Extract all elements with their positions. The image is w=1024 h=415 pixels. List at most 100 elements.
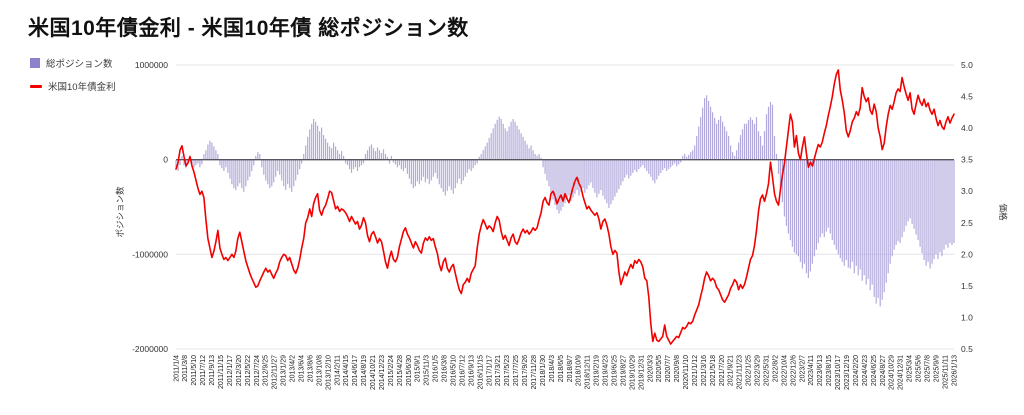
x-axis-tick: 2025/5/6 bbox=[915, 355, 922, 382]
x-axis-tick: 2014/2/11 bbox=[334, 355, 341, 386]
x-axis-tick: 2020/9/8 bbox=[674, 355, 681, 382]
x-axis-tick: 2014/8/19 bbox=[361, 355, 368, 386]
x-axis-tick: 2013/8/6 bbox=[307, 355, 314, 382]
x-axis-tick: 2023/12/19 bbox=[844, 355, 851, 390]
x-axis-tick: 2021/5/18 bbox=[710, 355, 717, 386]
right-axis-tick: 5.0 bbox=[961, 60, 973, 70]
legend-item-positions[interactable]: 総ポジション数 bbox=[30, 56, 116, 70]
x-axis-tick: 2018/10/9 bbox=[576, 355, 583, 386]
x-axis-tick: 2022/3/29 bbox=[755, 355, 762, 386]
x-axis-tick: 2019/4/23 bbox=[602, 355, 609, 386]
x-axis-tick: 2025/7/8 bbox=[924, 355, 931, 382]
line-series bbox=[175, 69, 955, 345]
x-axis-tick: 2024/10/29 bbox=[889, 355, 896, 390]
x-axis-tick: 2019/8/27 bbox=[620, 355, 627, 386]
x-axis-tick: 2025/9/9 bbox=[933, 355, 940, 382]
x-axis-tick: 2023/2/7 bbox=[799, 355, 806, 382]
right-axis-tick: 1.5 bbox=[961, 281, 973, 291]
x-axis-tick: 2022/5/31 bbox=[763, 355, 770, 386]
x-axis-tick: 2025/11/11 bbox=[942, 355, 949, 389]
right-axis-tick: 4.5 bbox=[961, 92, 973, 102]
right-axis-tick: 1.0 bbox=[961, 312, 973, 322]
left-axis-tick: -1000000 bbox=[132, 249, 168, 259]
x-axis-tick: 2015/11/3 bbox=[424, 355, 431, 386]
x-axis-tick: 2016/5/10 bbox=[450, 355, 457, 386]
x-axis-tick: 2016/11/15 bbox=[477, 355, 484, 390]
right-axis-tick: 4.0 bbox=[961, 123, 973, 133]
legend-label-positions: 総ポジション数 bbox=[46, 59, 113, 70]
x-axis-tick: 2013/6/4 bbox=[298, 355, 305, 382]
x-axis-tick: 2019/10/29 bbox=[629, 355, 636, 390]
x-axis-tick: 2013/4/2 bbox=[290, 355, 297, 382]
x-axis-tick: 2012/7/24 bbox=[254, 355, 261, 386]
legend-item-yield[interactable]: 米国10年債金利 bbox=[30, 79, 116, 93]
x-axis-tick: 2011/11/15 bbox=[218, 355, 225, 389]
x-axis-tick: 2017/3/21 bbox=[495, 355, 502, 386]
right-axis-tick: 3.0 bbox=[961, 186, 973, 196]
x-axis-tick: 2013/1/29 bbox=[281, 355, 288, 386]
x-axis-tick: 2016/7/12 bbox=[459, 355, 466, 386]
x-axis-tick: 2016/3/8 bbox=[442, 355, 449, 382]
x-axis-tick: 2024/4/23 bbox=[862, 355, 869, 386]
x-axis-tick: 2024/2/20 bbox=[853, 355, 860, 386]
x-axis-tick: 2023/8/15 bbox=[826, 355, 833, 386]
x-axis-tick: 2023/4/11 bbox=[808, 355, 815, 386]
x-axis-tick: 2011/7/12 bbox=[200, 355, 207, 386]
x-axis-tick: 2014/12/23 bbox=[379, 355, 386, 390]
x-axis-tick: 2020/7/7 bbox=[665, 355, 672, 382]
x-axis-tick: 2011/9/13 bbox=[209, 355, 216, 386]
bar-series bbox=[175, 95, 955, 307]
x-axis-tick: 2022/10/4 bbox=[781, 355, 788, 386]
x-axis-tick: 2015/9/1 bbox=[415, 355, 422, 382]
x-axis-tick: 2017/1/17 bbox=[486, 355, 493, 386]
right-axis-tick: 2.5 bbox=[961, 218, 973, 228]
x-axis-tick: 2020/5/5 bbox=[656, 355, 663, 382]
x-axis-tick: 2023/10/17 bbox=[835, 355, 842, 390]
x-axis-tick: 2023/6/13 bbox=[817, 355, 824, 386]
x-axis-tick: 2021/3/16 bbox=[701, 355, 708, 386]
x-axis-tick: 2017/11/28 bbox=[531, 355, 538, 390]
x-axis-tick: 2024/6/25 bbox=[871, 355, 878, 386]
left-axis-tick: 1000000 bbox=[135, 60, 168, 70]
x-axis-tick: 2013/10/8 bbox=[316, 355, 323, 386]
x-axis-tick: 2017/5/23 bbox=[504, 355, 511, 386]
x-axis-tick: 2018/1/30 bbox=[540, 355, 547, 386]
x-axis-tick: 2014/6/17 bbox=[352, 355, 359, 386]
x-axis-tick: 2022/12/6 bbox=[790, 355, 797, 386]
right-axis-tick: 3.5 bbox=[961, 155, 973, 165]
x-axis-tick: 2020/3/3 bbox=[647, 355, 654, 382]
x-axis-tick: 2021/7/20 bbox=[719, 355, 726, 386]
x-axis-tick: 2018/6/5 bbox=[558, 355, 565, 382]
x-axis-tick: 2017/9/26 bbox=[522, 355, 529, 386]
x-axis-tick: 2021/11/23 bbox=[737, 355, 744, 390]
x-axis-tick: 2015/2/24 bbox=[388, 355, 395, 386]
x-axis-tick: 2014/4/15 bbox=[343, 355, 350, 386]
right-axis-tick: 2.0 bbox=[961, 249, 973, 259]
x-axis-tick: 2014/10/21 bbox=[370, 355, 377, 390]
x-axis-tick: 2016/1/5 bbox=[433, 355, 440, 382]
x-axis-tick: 2011/3/8 bbox=[182, 355, 189, 382]
x-axis-tick: 2011/5/10 bbox=[191, 355, 198, 386]
x-axis-tick: 2024/12/31 bbox=[898, 355, 905, 390]
x-axis-tick: 2019/12/31 bbox=[638, 355, 645, 390]
x-axis-tick: 2012/11/27 bbox=[272, 355, 279, 390]
left-axis-tick: 0 bbox=[163, 155, 168, 165]
x-axis-tick: 2022/1/25 bbox=[746, 355, 753, 386]
x-axis-tick: 2013/12/10 bbox=[325, 355, 332, 390]
x-axis-tick: 2021/9/21 bbox=[728, 355, 735, 386]
chart-title: 米国10年債金利 - 米国10年債 総ポジション数 bbox=[28, 17, 469, 40]
x-axis-tick: 2012/5/22 bbox=[245, 355, 252, 386]
x-axis-tick: 2018/12/11 bbox=[585, 355, 592, 390]
line-series-swatch bbox=[30, 84, 42, 88]
x-axis-tick: 2024/8/27 bbox=[880, 355, 887, 386]
x-axis-tick: 2020/11/10 bbox=[683, 355, 690, 390]
bar-series-swatch bbox=[30, 58, 40, 68]
right-axis-tick: 0.5 bbox=[961, 344, 973, 354]
x-axis-tick: 2012/3/20 bbox=[236, 355, 243, 386]
x-axis-tick: 2015/4/28 bbox=[397, 355, 404, 386]
x-axis-tick: 2019/6/25 bbox=[611, 355, 618, 386]
x-axis-tick: 2011/1/4 bbox=[173, 355, 180, 382]
x-axis-tick: 2025/3/4 bbox=[907, 355, 914, 382]
x-axis-tick: 2017/7/25 bbox=[513, 355, 520, 386]
